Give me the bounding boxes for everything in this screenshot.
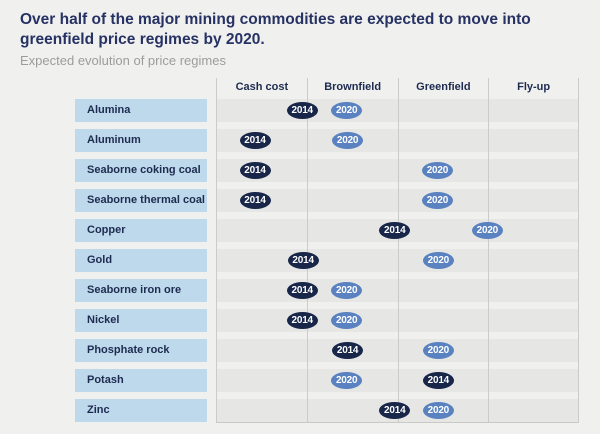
year-marker-2014: 2014 [286,102,318,119]
year-marker-2020: 2020 [421,162,453,179]
row-label-aluminum: Aluminum [75,129,207,152]
row-label-phosphate-rock: Phosphate rock [75,339,207,362]
row-label-potash: Potash [75,369,207,392]
column-header: Brownfield [324,81,382,93]
column-cash-cost: Cash cost [216,78,307,422]
year-marker-2014: 2014 [379,222,411,239]
year-marker-2014: 2014 [239,132,271,149]
column-greenfield: Greenfield [397,78,489,422]
column-brownfield: Brownfield [306,78,398,422]
year-marker-2014: 2014 [422,372,454,389]
column-header: Greenfield [416,81,471,93]
row-label-copper: Copper [75,219,207,242]
year-marker-2020: 2020 [422,252,454,269]
row-label-gold: Gold [75,249,207,272]
row-label-zinc: Zinc [75,399,207,422]
row-label-alumina: Alumina [75,99,207,122]
year-marker-2014: 2014 [287,252,319,269]
page-title: Over half of the major mining commoditie… [20,11,531,48]
row-label-nickel: Nickel [75,309,207,332]
year-marker-2020: 2020 [331,312,363,329]
year-marker-2014: 2014 [239,162,271,179]
year-marker-2020: 2020 [421,192,453,209]
year-marker-2014: 2014 [286,312,318,329]
year-marker-2014: 2014 [332,342,364,359]
row-label-seaborne-iron-ore: Seaborne iron ore [75,279,207,302]
year-marker-2020: 2020 [422,342,454,359]
year-marker-2020: 2020 [332,132,364,149]
year-marker-2020: 2020 [331,282,363,299]
year-marker-2020: 2020 [331,102,363,119]
year-marker-2014: 2014 [379,402,411,419]
chart-subtitle: Expected evolution of price regimes [20,53,226,68]
column-header: Fly-up [517,81,551,93]
year-marker-2014: 2014 [239,192,271,209]
row-label-seaborne-thermal-coal: Seaborne thermal coal [75,189,207,212]
row-label-seaborne-coking-coal: Seaborne coking coal [75,159,207,182]
year-marker-2020: 2020 [471,222,503,239]
column-header: Cash cost [235,81,289,93]
column-fly-up: Fly-up [488,78,579,422]
year-marker-2020: 2020 [422,402,454,419]
price-regime-grid: Cash cost Brownfield Greenfield Fly-up 2014 2… [216,78,579,423]
year-marker-2014: 2014 [286,282,318,299]
year-marker-2020: 2020 [331,372,363,389]
